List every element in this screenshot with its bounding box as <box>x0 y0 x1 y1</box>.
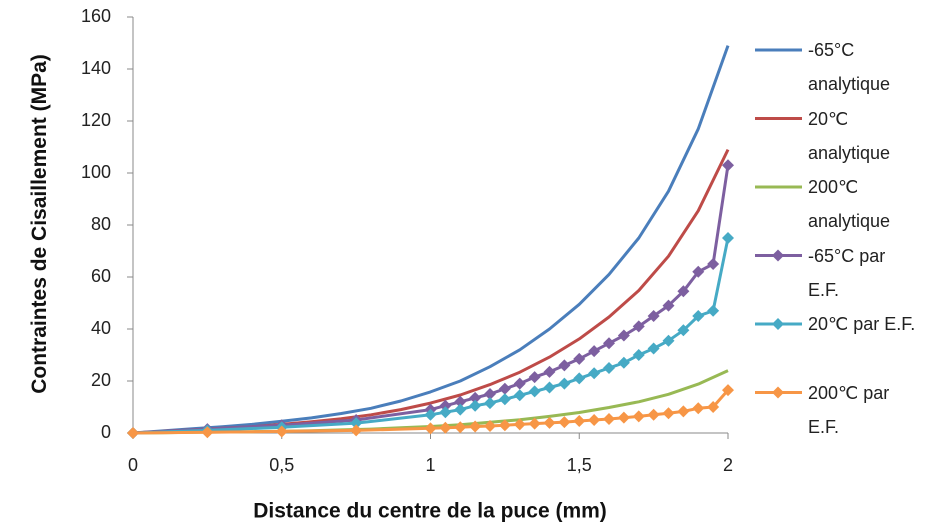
y-tick-label: 120 <box>81 110 111 130</box>
data-point <box>275 425 288 438</box>
data-point <box>498 382 511 395</box>
legend-marker <box>772 386 784 399</box>
data-point <box>617 356 630 369</box>
data-point <box>484 397 496 410</box>
legend-label: 200℃ par E.F. <box>808 382 890 437</box>
data-point <box>632 410 645 423</box>
series-line <box>132 45 730 435</box>
data-point <box>439 421 452 434</box>
y-tick-label: 20 <box>91 370 111 390</box>
data-point <box>498 419 511 432</box>
x-tick-label: 0,5 <box>269 455 294 475</box>
legend-marker <box>772 318 784 330</box>
data-point <box>424 408 437 421</box>
legend-label: 20℃ par E.F. <box>808 314 916 334</box>
data-point <box>469 399 482 412</box>
y-tick-label: 140 <box>81 58 111 78</box>
data-point <box>677 324 690 337</box>
data-point <box>632 349 645 361</box>
data-point <box>603 412 615 425</box>
y-axis-title: Contraintes de Cisaillement (MPa) <box>28 54 51 394</box>
data-point <box>513 389 526 402</box>
x-axis-title: Distance du centre de la puce (mm) <box>253 500 607 523</box>
data-point <box>617 329 630 342</box>
data-point <box>484 419 496 432</box>
y-tick-label: 100 <box>81 162 111 182</box>
data-point <box>707 401 720 413</box>
data-point <box>722 232 734 244</box>
y-tick-label: 160 <box>81 6 111 26</box>
data-point <box>543 365 556 378</box>
y-tick-label: 40 <box>91 318 111 338</box>
data-point <box>469 420 482 433</box>
legend-label: 200℃ analytique <box>808 177 891 231</box>
data-point <box>722 384 734 397</box>
data-point <box>707 304 720 317</box>
data-point <box>588 367 601 380</box>
data-point <box>454 421 467 434</box>
data-point <box>558 359 571 372</box>
data-point <box>498 393 511 406</box>
data-point <box>707 258 720 270</box>
legend-label: -65°C analytique <box>808 40 891 94</box>
data-point <box>573 415 586 428</box>
y-tick-label: 60 <box>91 266 111 286</box>
data-point <box>692 310 705 322</box>
data-point <box>127 427 139 439</box>
data-point <box>632 320 645 333</box>
data-point <box>603 337 615 350</box>
data-point <box>543 416 556 429</box>
data-point <box>528 385 541 398</box>
data-point <box>662 299 675 312</box>
data-point <box>617 411 630 424</box>
x-tick-label: 1,5 <box>567 455 592 475</box>
data-point <box>677 285 690 298</box>
y-tick-label: 0 <box>101 422 111 442</box>
data-point <box>662 334 675 347</box>
data-point <box>558 377 571 390</box>
data-point <box>350 417 363 430</box>
data-point <box>528 371 541 384</box>
x-tick-label: 2 <box>723 455 733 475</box>
data-point <box>603 362 615 374</box>
legend-marker <box>772 249 784 262</box>
data-point <box>647 310 660 322</box>
data-point <box>513 418 526 431</box>
data-point <box>454 403 467 416</box>
data-point <box>484 388 496 400</box>
data-point <box>350 424 363 437</box>
data-point <box>677 405 690 418</box>
data-point <box>722 159 734 172</box>
data-point <box>588 414 601 426</box>
data-point <box>543 381 556 394</box>
data-point <box>573 352 586 365</box>
legend-label: 20℃ analytique <box>808 108 891 163</box>
data-point <box>573 372 586 385</box>
data-point <box>558 416 571 429</box>
data-point <box>588 345 601 358</box>
data-point <box>647 342 660 355</box>
x-tick-label: 0 <box>128 455 138 475</box>
data-point <box>647 408 660 421</box>
x-tick-label: 1 <box>425 455 435 475</box>
data-point <box>424 422 437 435</box>
data-point <box>662 407 675 420</box>
data-point <box>439 406 452 419</box>
y-tick-label: 80 <box>91 214 111 234</box>
data-point <box>513 377 526 390</box>
data-point <box>439 399 452 412</box>
data-point <box>528 417 541 430</box>
data-point <box>469 391 482 404</box>
data-point <box>692 402 705 415</box>
legend-label: -65°C par E.F. <box>808 245 886 300</box>
data-point <box>692 265 705 278</box>
data-point <box>454 395 467 408</box>
data-point <box>201 426 214 439</box>
